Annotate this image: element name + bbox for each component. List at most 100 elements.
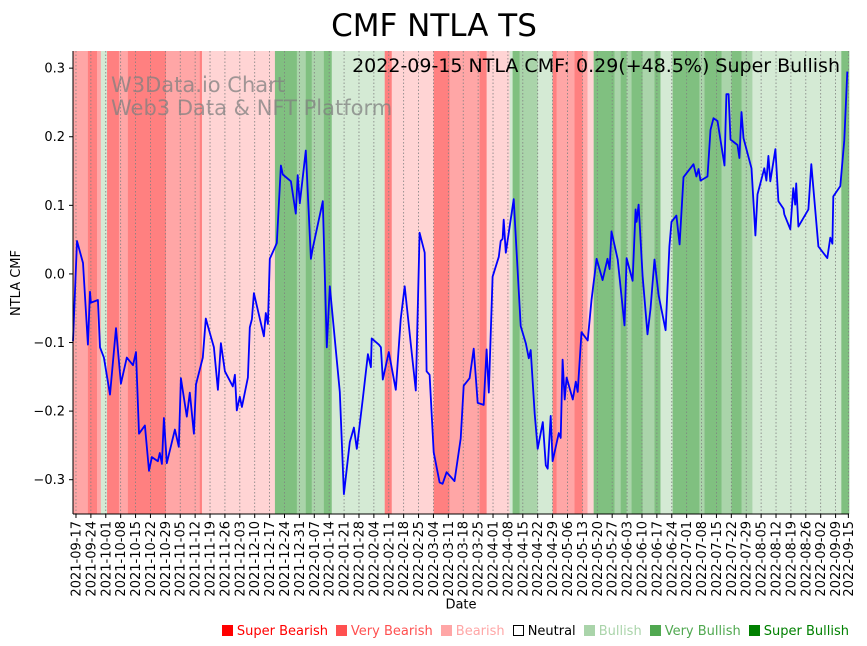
y-tick-label: 0.2 (44, 130, 65, 145)
x-tick-label: 2021-12-10 (248, 521, 263, 597)
cmf-line (72, 71, 849, 495)
legend-item-neutral: Neutral (512, 624, 576, 640)
legend-label: Very Bearish (350, 624, 433, 639)
x-tick-label: 2022-02-04 (367, 521, 382, 597)
legend-swatch-icon (748, 625, 760, 636)
x-tick-label: 2022-04-01 (487, 521, 502, 597)
watermark-line-2: Web3 Data & NFT Platform (111, 96, 392, 120)
x-tick-label: 2022-05-27 (606, 521, 621, 597)
x-tick-label: 2022-01-14 (323, 521, 338, 597)
legend-label: Super Bearish (236, 624, 328, 639)
band-very-bearish (449, 51, 480, 514)
chart-title: CMF NTLA TS (331, 8, 537, 44)
x-tick-label: 2022-08-05 (755, 521, 770, 597)
band-bullish (660, 51, 673, 514)
x-tick-label: 2022-03-04 (427, 521, 442, 597)
x-tick-label: 2022-05-20 (591, 521, 606, 597)
x-tick-label: 2022-04-29 (546, 521, 561, 597)
band-very-bearish (73, 51, 89, 514)
x-tick-label: 2022-04-08 (501, 521, 516, 597)
y-axis-ticks: −0.3 −0.2 −0.1 0.0 0.1 0.2 0.3 (33, 62, 73, 488)
band-super-bearish (552, 51, 557, 514)
x-tick-label: 2021-11-05 (174, 521, 189, 597)
x-tick-label: 2022-06-24 (665, 521, 680, 597)
x-tick-label: 2021-12-31 (293, 521, 308, 597)
legend-item-super-bullish: Super Bullish (748, 624, 849, 640)
x-tick-label: 2022-09-02 (814, 521, 829, 597)
x-tick-label: 2022-09-15 (842, 521, 857, 597)
legend: Super Bearish Very Bearish Bearish Neutral B… (0, 624, 867, 644)
x-tick-label: 2021-10-29 (159, 521, 174, 597)
band-bearish (486, 51, 510, 514)
legend-item-very-bullish: Very Bullish (649, 624, 741, 640)
x-tick-label: 2021-10-22 (144, 521, 159, 597)
band-very-bearish (97, 51, 102, 514)
band-super-bullish (731, 51, 742, 514)
x-tick-label: 2022-05-06 (561, 521, 576, 597)
x-tick-label: 2022-01-28 (352, 521, 367, 597)
y-tick-label: −0.3 (33, 473, 65, 488)
legend-swatch-icon (649, 625, 661, 636)
x-tick-label: 2022-07-01 (680, 521, 695, 597)
band-super-bullish (593, 51, 615, 514)
band-super-bullish (631, 51, 643, 514)
legend-swatch-icon (440, 625, 452, 636)
band-very-bullish (626, 51, 632, 514)
band-very-bullish (741, 51, 753, 514)
band-bullish (331, 51, 386, 514)
band-very-bullish (721, 51, 732, 514)
x-tick-label: 2022-06-03 (621, 521, 636, 597)
x-tick-label: 2022-03-18 (457, 521, 472, 597)
legend-swatch-icon (583, 625, 595, 636)
band-super-bearish (127, 51, 167, 514)
y-tick-label: −0.2 (33, 405, 65, 420)
x-tick-label: 2021-12-24 (278, 521, 293, 597)
x-tick-label: 2022-04-22 (531, 521, 546, 597)
x-tick-label: 2022-07-08 (695, 521, 710, 597)
x-tick-label: 2022-04-15 (516, 521, 531, 597)
x-tick-label: 2021-12-17 (263, 521, 278, 597)
band-very-bullish (614, 51, 621, 514)
band-bullish (100, 51, 108, 514)
legend-item-bullish: Bullish (583, 624, 642, 640)
band-super-bearish (107, 51, 120, 514)
x-tick-label: 2022-08-12 (770, 521, 785, 597)
x-tick-label: 2022-02-18 (397, 521, 412, 597)
band-super-bullish (841, 51, 850, 514)
x-tick-label: 2022-09-09 (829, 521, 844, 597)
legend-swatch-icon (221, 625, 233, 636)
band-very-bullish (296, 51, 307, 514)
x-tick-label: 2021-11-26 (218, 521, 233, 597)
x-tick-label: 2021-10-15 (129, 521, 144, 597)
band-super-bearish (479, 51, 487, 514)
x-tick-label: 2022-03-25 (472, 521, 487, 597)
legend-item-super-bearish: Super Bearish (221, 624, 328, 640)
band-very-bullish (519, 51, 539, 514)
x-tick-label: 2022-01-07 (308, 521, 323, 597)
band-very-bearish (556, 51, 575, 514)
legend-swatch-icon (335, 625, 347, 636)
legend-label: Very Bullish (664, 624, 741, 639)
x-tick-label: 2022-05-13 (576, 521, 591, 597)
band-very-bullish (642, 51, 655, 514)
watermark-line-1: W3Data.io Chart (111, 73, 285, 97)
y-tick-label: 0.3 (44, 62, 65, 77)
band-bullish (509, 51, 513, 514)
x-tick-label: 2022-03-11 (442, 521, 457, 597)
x-tick-label: 2022-06-10 (635, 521, 650, 597)
legend-label: Neutral (527, 624, 576, 639)
band-bullish (752, 51, 842, 514)
band-super-bullish (305, 51, 313, 514)
y-tick-label: 0.1 (44, 199, 65, 214)
band-bearish (201, 51, 276, 514)
band-very-bullish (699, 51, 705, 514)
band-super-bearish (433, 51, 450, 514)
band-super-bullish (512, 51, 520, 514)
y-tick-label: −0.1 (33, 336, 65, 351)
x-tick-label: 2022-02-25 (412, 521, 427, 597)
y-axis-label: NTLA CMF (9, 250, 24, 316)
band-super-bullish (323, 51, 333, 514)
latest-annotation: 2022-09-15 NTLA CMF: 0.29(+48.5%) Super … (352, 55, 840, 77)
band-very-bearish (118, 51, 129, 514)
